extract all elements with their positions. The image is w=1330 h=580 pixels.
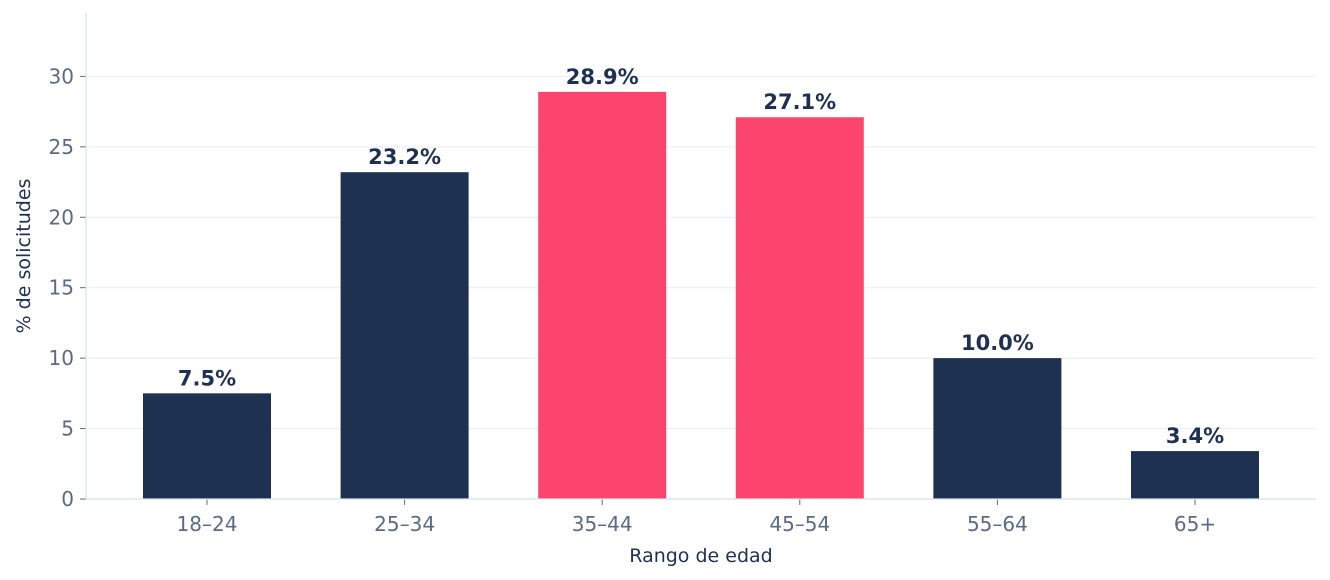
- data-label: 10.0%: [961, 331, 1034, 355]
- y-tick-label: 10: [49, 346, 74, 370]
- x-tick-label: 45–54: [769, 512, 830, 536]
- bar-3: [538, 91, 667, 499]
- x-tick-label: 18–24: [177, 512, 238, 536]
- x-tick-label: 55–64: [967, 512, 1028, 536]
- data-labels: 7.5% 23.2% 28.9% 27.1% 10.0% 3.4%: [178, 65, 1224, 448]
- y-tick-label: 25: [49, 135, 74, 159]
- data-label: 27.1%: [763, 90, 836, 114]
- data-label: 23.2%: [368, 145, 441, 169]
- y-tick-label: 5: [61, 417, 74, 441]
- data-label: 7.5%: [178, 366, 236, 390]
- y-tick-label: 0: [61, 487, 74, 511]
- y-tick-label: 30: [49, 64, 74, 88]
- data-label: 3.4%: [1166, 424, 1224, 448]
- x-tick-label: 65+: [1174, 512, 1216, 536]
- gridlines: [86, 75, 1316, 430]
- x-axis-title: Rango de edad: [629, 545, 772, 567]
- y-tick-label: 20: [49, 205, 74, 229]
- y-tick-label: 15: [49, 276, 74, 300]
- bar-4: [735, 117, 864, 500]
- bar-6: [1131, 451, 1259, 499]
- bar-1: [143, 393, 271, 499]
- x-tick-label: 35–44: [572, 512, 633, 536]
- y-axis-title: % de solicitudes: [13, 179, 35, 334]
- bar-2: [340, 172, 469, 499]
- data-label: 28.9%: [566, 65, 639, 89]
- bars: [143, 91, 1259, 500]
- axes: 0 5 10 15 20 25 30 18–24 25–34 35–44 45–54 55–64 65+: [49, 13, 1316, 536]
- x-tick-label: 25–34: [374, 512, 435, 536]
- bar-5: [933, 358, 1062, 499]
